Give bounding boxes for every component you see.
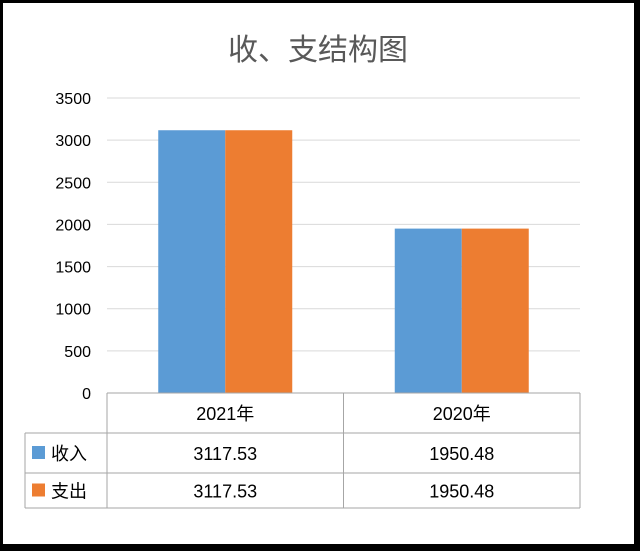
value-cell: 3117.53 xyxy=(193,444,257,464)
bars xyxy=(158,130,529,393)
y-tick-label: 2000 xyxy=(55,217,91,234)
series-name: 收入 xyxy=(51,444,87,465)
bar-expense xyxy=(225,130,293,393)
y-tick-label: 1000 xyxy=(55,302,91,319)
y-tick-label: 3000 xyxy=(55,133,91,150)
y-tick-label: 1500 xyxy=(55,260,91,277)
bar-income xyxy=(158,130,226,393)
y-tick-label: 3500 xyxy=(55,91,91,108)
chart-frame: 收、支结构图 0 500 1000 1500 2000 2500 3000 3500 2021… xyxy=(3,3,634,544)
y-tick-label: 0 xyxy=(82,386,91,403)
series-name: 支出 xyxy=(51,482,87,503)
legend-key xyxy=(32,446,45,459)
chart-title: 收、支结构图 xyxy=(228,33,408,68)
value-cell: 3117.53 xyxy=(193,482,257,502)
value-cell: 1950.48 xyxy=(429,444,494,464)
bar-chart: 收、支结构图 0 500 1000 1500 2000 2500 3000 3500 2021… xyxy=(24,33,581,509)
bar-income xyxy=(394,228,462,393)
y-tick-label: 500 xyxy=(64,344,91,361)
y-axis-ticks: 0 500 1000 1500 2000 2500 3000 3500 xyxy=(55,91,91,403)
y-tick-label: 2500 xyxy=(55,175,91,192)
category-label: 2021年 xyxy=(196,404,254,424)
value-cell: 1950.48 xyxy=(429,482,494,502)
legend-key xyxy=(32,483,45,497)
category-label: 2020年 xyxy=(433,404,491,424)
bar-expense xyxy=(461,228,529,393)
